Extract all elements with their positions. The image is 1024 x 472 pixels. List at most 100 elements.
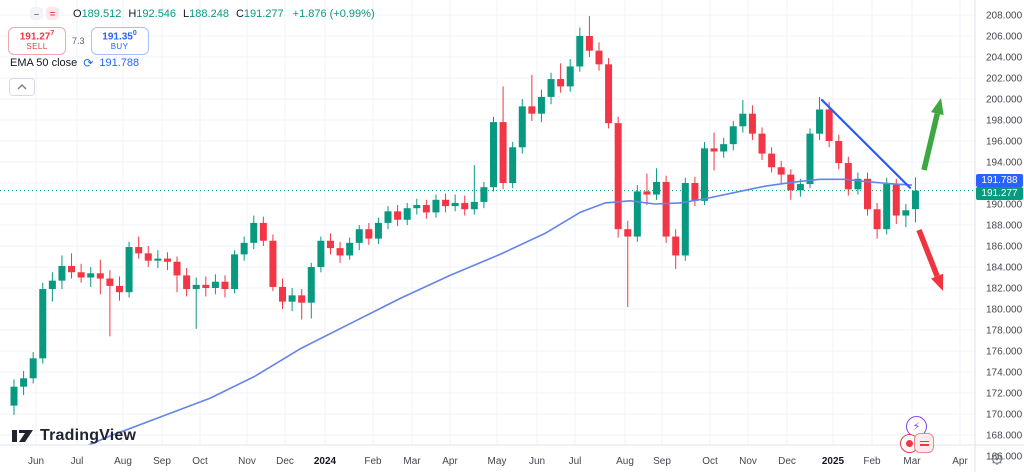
candle-body: [691, 183, 699, 201]
candle-body: [911, 190, 919, 210]
candle-body: [211, 281, 219, 288]
sell-button-label: SELL: [26, 42, 48, 52]
last-price-label: 191.277: [976, 187, 1023, 200]
candle-body: [442, 199, 450, 207]
spread-value: 7.3: [72, 36, 85, 46]
candle-body: [499, 122, 507, 183]
time-tick-label: Apr: [952, 456, 968, 467]
candle-body: [883, 184, 891, 230]
candle-body: [605, 64, 613, 124]
candle-body: [202, 284, 210, 288]
price-tick-label: 174.000: [986, 368, 1023, 379]
candle-body: [480, 187, 488, 202]
low-value: 188.248: [189, 7, 229, 20]
candle-body: [125, 247, 133, 293]
candle-body: [298, 295, 306, 303]
flash-badge[interactable]: ⚡: [906, 416, 927, 437]
indicator-value: 191.788: [99, 57, 140, 69]
candle-body: [192, 284, 200, 290]
price-tick-label: 204.000: [986, 53, 1023, 64]
data-badge[interactable]: [914, 433, 934, 453]
indicator-legend[interactable]: EMA 50 close ⟳ 191.788: [10, 57, 139, 69]
time-tick-label: Feb: [863, 456, 881, 467]
candle-body: [317, 240, 325, 267]
candle-body: [240, 242, 248, 255]
candle-body: [844, 163, 852, 190]
tradingview-logo-text: TradingView: [40, 427, 137, 444]
trade-buttons: 191.277 SELL 7.3 191.350 BUY: [8, 27, 149, 55]
candle-body: [250, 222, 258, 243]
price-tick-label: 182.000: [986, 284, 1023, 295]
buy-button[interactable]: 191.350 BUY: [90, 27, 149, 55]
time-tick-label: Nov: [238, 456, 256, 467]
open-label: O: [73, 7, 82, 20]
candle-body: [758, 133, 766, 154]
time-tick-label: Jun: [529, 456, 545, 467]
candle-body: [662, 181, 670, 237]
tradingview-logo[interactable]: TradingView: [12, 427, 136, 445]
candle-body: [422, 205, 430, 213]
high-label: H: [128, 7, 137, 20]
candle-body: [163, 258, 171, 262]
down-arrow[interactable]: [916, 228, 940, 278]
price-tick-label: 196.000: [986, 137, 1023, 148]
time-tick-label: Jul: [569, 456, 582, 467]
candle-body: [643, 191, 651, 195]
time-tick-label: Nov: [739, 456, 757, 467]
time-tick-label: Dec: [276, 456, 294, 467]
candle-body: [10, 386, 18, 406]
candle-body: [58, 265, 66, 281]
candle-body: [135, 247, 143, 254]
sell-button[interactable]: 191.277 SELL: [8, 27, 66, 55]
candle-body: [326, 240, 334, 249]
candle-body: [777, 167, 785, 175]
candle-body: [633, 191, 641, 237]
candle-body: [394, 211, 402, 220]
candle-body: [279, 286, 287, 302]
open-value: 189.512: [81, 7, 122, 20]
candle-body: [854, 178, 862, 190]
down-arrow-head: [931, 273, 944, 291]
candle-body: [461, 202, 469, 210]
time-tick-label: Oct: [702, 456, 718, 467]
time-tick-label: Feb: [364, 456, 382, 467]
candle-body: [96, 273, 104, 279]
price-tick-label: 178.000: [986, 326, 1023, 337]
time-scale[interactable]: [0, 445, 1024, 472]
candle-body: [451, 202, 459, 207]
scale-settings-gear-icon[interactable]: [991, 453, 1003, 465]
time-tick-label: Aug: [616, 456, 634, 467]
time-tick-label: Dec: [778, 456, 796, 467]
up-arrow[interactable]: [921, 112, 940, 171]
price-tick-label: 186.000: [986, 242, 1023, 253]
candle-body: [547, 79, 555, 97]
high-value: 192.546: [136, 7, 177, 20]
candle-body: [768, 153, 776, 168]
candle-body: [384, 211, 392, 223]
time-tick-label: 2025: [822, 456, 845, 467]
collapse-legend-button[interactable]: [9, 78, 35, 96]
candle-body: [835, 141, 843, 164]
symbol-minimize-icon[interactable]: –: [30, 7, 43, 20]
time-tick-label: Mar: [903, 456, 921, 467]
trendline[interactable]: [820, 98, 912, 189]
ema-price-label: 191.788: [976, 174, 1023, 187]
candle-body: [115, 285, 123, 293]
price-scale[interactable]: [975, 0, 1024, 472]
record-dot-icon: [906, 440, 913, 447]
refresh-icon[interactable]: ⟳: [83, 56, 94, 70]
candle-body: [748, 113, 756, 134]
candle-body: [355, 229, 363, 243]
candle-body: [710, 148, 718, 152]
candle-body: [154, 258, 162, 261]
candle-body: [259, 222, 267, 241]
candle-body: [902, 210, 910, 216]
up-arrow-head: [930, 98, 944, 116]
candle-body: [183, 275, 191, 290]
symbol-menu-icon[interactable]: =: [46, 7, 59, 20]
time-tick-label: Aug: [114, 456, 132, 467]
candle-body: [672, 236, 680, 256]
candle-body: [336, 248, 344, 256]
